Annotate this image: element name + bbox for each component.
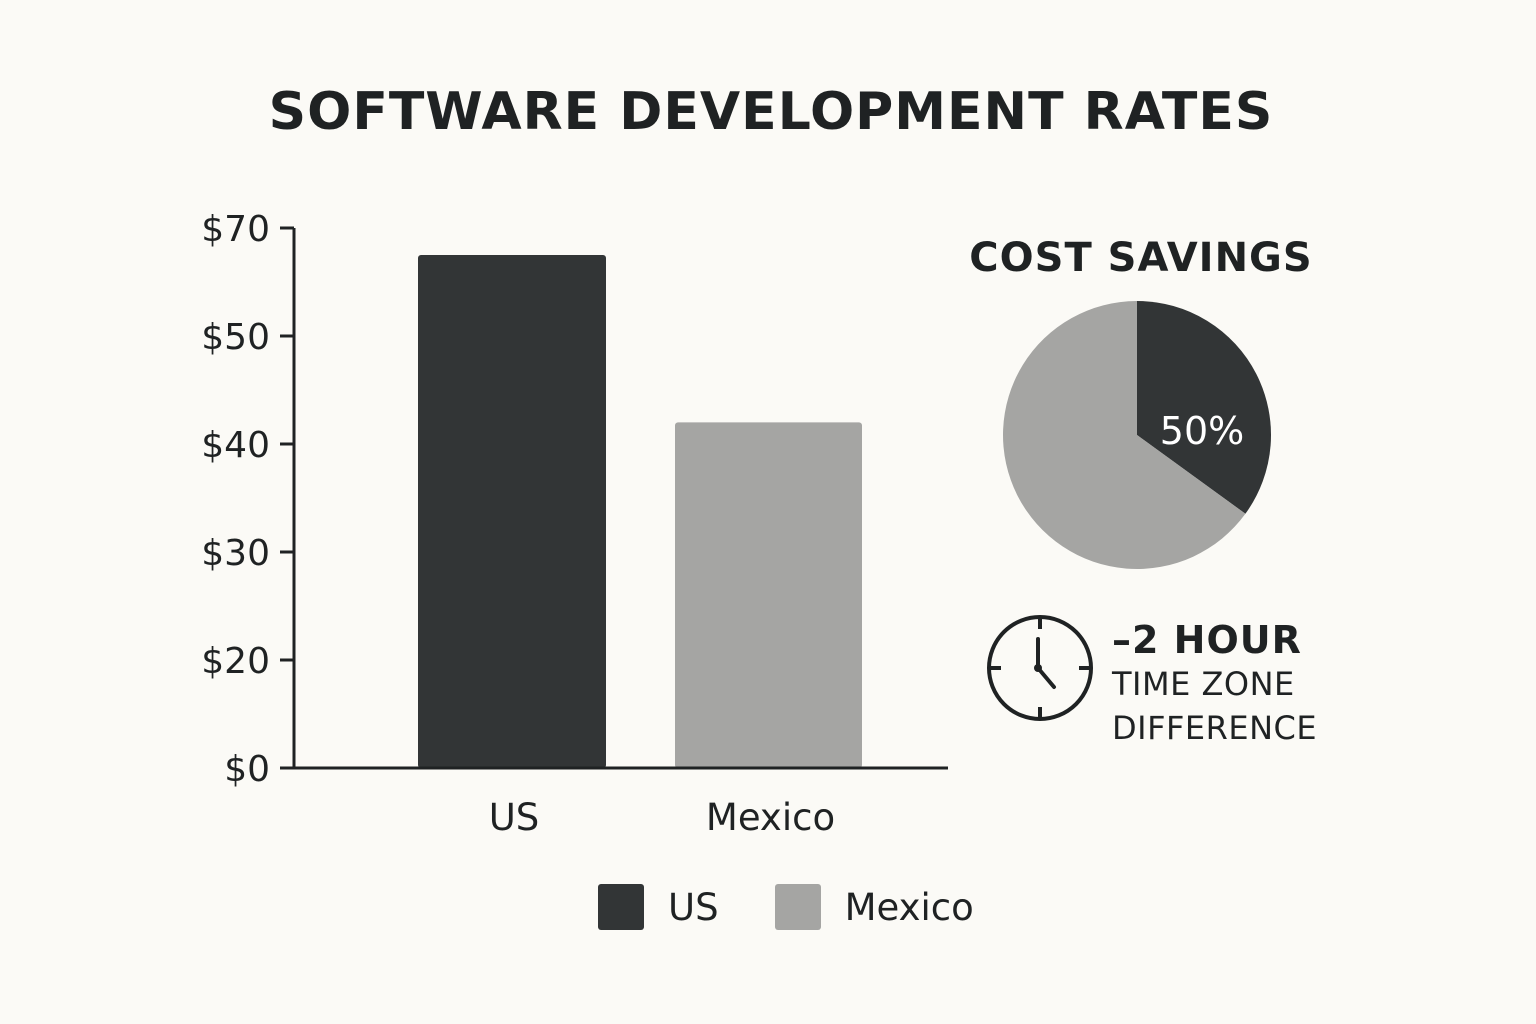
legend-swatch-mexico — [774, 884, 821, 930]
x-label-mexico: Mexico — [706, 796, 835, 839]
legend-label-us: US — [668, 885, 719, 929]
legend-swatch-us — [598, 884, 644, 930]
time-zone-line-1: TIME ZONE — [1112, 665, 1295, 703]
time-zone-line-2: DIFFERENCE — [1112, 709, 1318, 747]
bar-us — [418, 255, 606, 768]
y-tick-label: $70 — [201, 209, 270, 250]
bar-chart: $0 $20 $30 $40 $50 $70 US Mexico — [201, 209, 948, 839]
y-tick-label: $20 — [201, 641, 270, 682]
chart-legend: US Mexico — [598, 884, 974, 930]
y-tick-label: $30 — [201, 533, 270, 574]
clock-icon — [987, 615, 1093, 721]
legend-item-mexico: Mexico — [774, 884, 974, 930]
legend-label-mexico: Mexico — [844, 885, 974, 929]
x-label-us: US — [489, 796, 540, 839]
page-title: SOFTWARE DEVELOPMENT RATES — [268, 82, 1274, 142]
pie-chart: 50% — [1003, 301, 1271, 569]
y-tick-label: $0 — [224, 749, 270, 790]
bars — [418, 255, 862, 768]
y-tick-label: $50 — [201, 317, 270, 358]
bar-mexico — [675, 422, 862, 768]
pie-slice-label: 50% — [1160, 409, 1244, 453]
y-tick-label: $40 — [201, 425, 270, 466]
y-axis-ticks: $0 $20 $30 $40 $50 $70 — [201, 209, 294, 790]
time-zone-note: –2 HOUR TIME ZONE DIFFERENCE — [1112, 618, 1317, 750]
x-axis-labels: US Mexico — [489, 796, 835, 839]
pie-title: COST SAVINGS — [969, 235, 1313, 281]
pie-slice-savings — [1137, 301, 1271, 514]
legend-item-us: US — [598, 884, 719, 930]
time-zone-headline: –2 HOUR — [1112, 618, 1302, 662]
pie-slice-remainder — [1003, 301, 1246, 569]
pie-slices — [1003, 301, 1271, 569]
